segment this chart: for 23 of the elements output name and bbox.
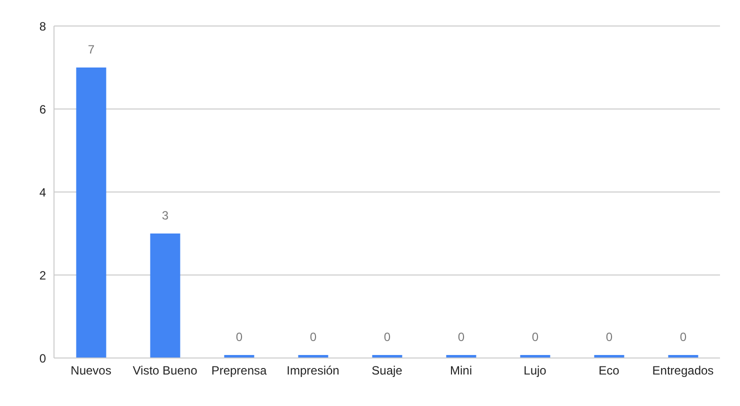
x-tick-label: Eco xyxy=(598,364,620,378)
data-label: 0 xyxy=(680,330,687,344)
y-tick-label: 2 xyxy=(39,268,46,282)
y-tick-label: 8 xyxy=(39,19,46,34)
data-label: 0 xyxy=(310,330,317,344)
x-tick-label: Preprensa xyxy=(211,364,268,378)
data-label: 0 xyxy=(606,330,613,344)
x-tick-label: Impresión xyxy=(286,364,340,378)
data-label: 0 xyxy=(532,330,539,344)
x-tick-label: Entregados xyxy=(652,364,714,378)
data-label: 3 xyxy=(162,208,169,222)
x-tick-label: Suaje xyxy=(372,364,403,378)
y-tick-label: 4 xyxy=(39,185,46,200)
x-tick-label: Lujo xyxy=(524,364,547,378)
x-tick-label: Nuevos xyxy=(70,364,112,378)
x-tick-label: Mini xyxy=(450,364,472,378)
data-label: 0 xyxy=(458,330,465,344)
x-tick-label: Visto Bueno xyxy=(132,364,198,378)
y-tick-label: 0 xyxy=(39,351,46,366)
data-label: 7 xyxy=(88,42,95,56)
data-label: 0 xyxy=(236,330,243,344)
y-tick-label: 6 xyxy=(39,102,46,116)
data-label: 0 xyxy=(384,330,391,344)
